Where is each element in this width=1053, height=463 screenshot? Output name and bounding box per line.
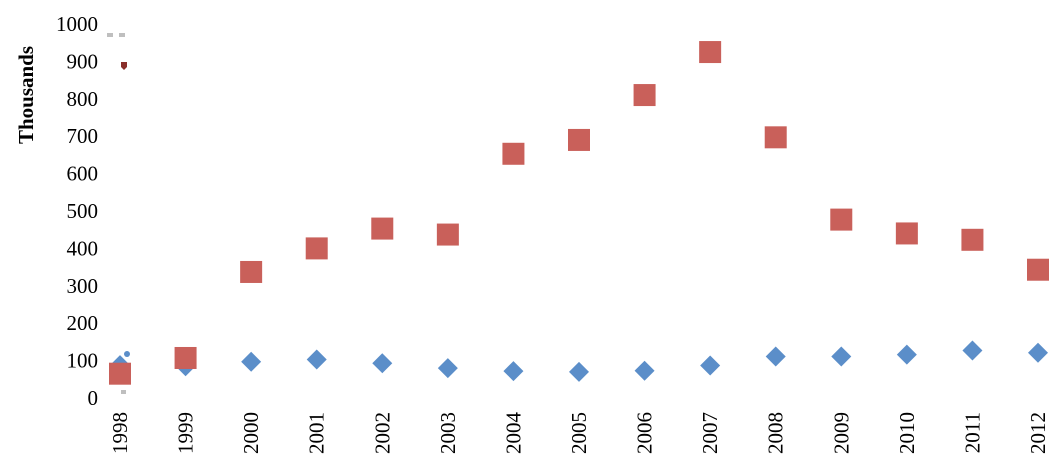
diamond-marker <box>831 346 851 366</box>
x-tick-label: 2004 <box>501 412 525 455</box>
x-tick-label: 2002 <box>370 412 394 454</box>
square-marker <box>699 41 721 63</box>
y-tick-label: 1000 <box>56 12 98 36</box>
square-marker <box>306 237 328 259</box>
square-marker <box>240 261 262 283</box>
x-tick-label: 2010 <box>895 412 919 454</box>
x-tick-label: 1999 <box>174 412 198 454</box>
series-2 <box>109 41 1049 385</box>
y-tick-label: 800 <box>67 87 99 111</box>
square-marker <box>502 143 524 165</box>
x-tick-label: 2005 <box>567 412 591 454</box>
y-axis-title: Thousands <box>14 46 38 144</box>
y-tick-label: 600 <box>67 162 99 186</box>
y-tick-label: 700 <box>67 124 99 148</box>
diamond-marker <box>372 353 392 373</box>
y-tick-label: 300 <box>67 274 99 298</box>
y-tick-label: 900 <box>67 49 99 73</box>
y-tick-label: 0 <box>88 386 99 410</box>
y-tick-label: 400 <box>67 236 99 260</box>
square-marker <box>568 129 590 151</box>
diamond-marker <box>569 362 589 382</box>
diamond-marker <box>438 358 458 378</box>
x-tick-label: 2006 <box>633 412 657 454</box>
y-tick-label: 200 <box>67 311 99 335</box>
x-tick-label: 2003 <box>436 412 460 454</box>
square-marker <box>109 363 131 385</box>
square-marker <box>896 222 918 244</box>
series-1 <box>110 341 1048 382</box>
y-axis-ticks: 0 100 200 300 400 500 600 700 800 900 1000 <box>56 12 98 410</box>
x-axis-ticks: 1998 1999 2000 2001 2002 2003 2004 2005 2006 2007… <box>108 412 1050 455</box>
diamond-marker <box>241 352 261 372</box>
x-tick-label: 2001 <box>305 412 329 454</box>
square-marker <box>830 209 852 231</box>
series-layer <box>109 41 1049 385</box>
square-marker <box>371 218 393 240</box>
diamond-marker <box>897 345 917 365</box>
square-marker <box>175 347 197 369</box>
diamond-marker <box>307 349 327 369</box>
x-tick-label: 2011 <box>960 412 984 453</box>
diamond-marker <box>700 355 720 375</box>
x-tick-label: 2012 <box>1026 412 1050 454</box>
diamond-marker <box>1028 343 1048 363</box>
x-tick-label: 2009 <box>829 412 853 454</box>
diamond-marker <box>503 361 523 381</box>
x-tick-label: 2008 <box>764 412 788 454</box>
legend-artifact <box>107 33 130 394</box>
square-marker <box>1027 259 1049 281</box>
x-tick-label: 1998 <box>108 412 132 454</box>
y-tick-label: 500 <box>67 199 99 223</box>
x-tick-label: 2007 <box>698 412 722 454</box>
square-marker <box>634 84 656 106</box>
square-marker <box>437 224 459 246</box>
diamond-marker <box>766 346 786 366</box>
diamond-marker <box>962 341 982 361</box>
square-marker <box>961 229 983 251</box>
square-marker <box>765 126 787 148</box>
x-tick-label: 2000 <box>239 412 263 454</box>
y-tick-label: 100 <box>67 349 99 373</box>
diamond-marker <box>635 361 655 381</box>
